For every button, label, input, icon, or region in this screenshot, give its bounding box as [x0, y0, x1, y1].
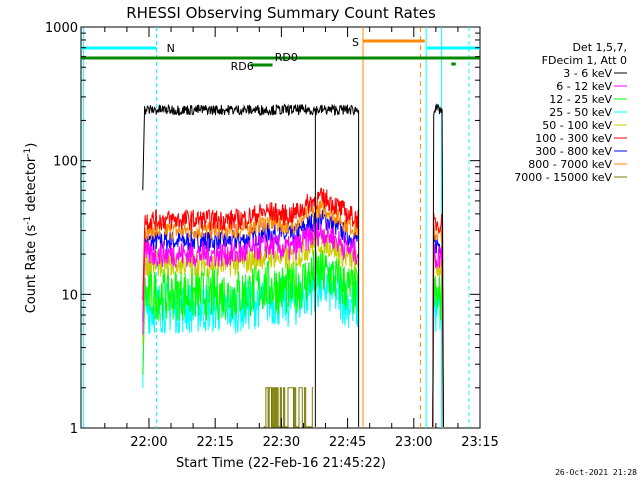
rd6-annotation: RD6 [231, 60, 254, 73]
series-line-3-6kev [142, 103, 359, 191]
series-line-6-12kev-segment-2 [432, 244, 444, 427]
legend-entry-label: 6 - 12 keV [556, 80, 612, 93]
s-annotation: S [352, 36, 359, 49]
y-tick-label: 1 [70, 422, 78, 437]
y-tick-label: 100 [53, 155, 78, 170]
chart-title: RHESSI Observing Summary Count Rates [126, 4, 436, 22]
series-line-7000-15000kev [263, 387, 314, 428]
n-annotation: N [167, 42, 175, 55]
series-line-12-25kev [142, 247, 359, 375]
x-tick-label: 22:45 [329, 435, 366, 450]
legend-entry-label: 100 - 300 keV [535, 132, 612, 145]
legend-entry-label: 800 - 7000 keV [528, 158, 612, 171]
y-tick-label: 1000 [45, 21, 78, 36]
x-axis-label: Start Time (22-Feb-16 21:45:22) [176, 456, 386, 471]
rd0-annotation: RD0 [275, 51, 298, 64]
series-line-800-7000kev-segment-2 [432, 225, 444, 427]
legend-header-line-2: FDecim 1, Att 0 [542, 54, 627, 67]
footer-date: 26-Oct-2021 21:28 [555, 468, 637, 477]
legend-entry-label: 3 - 6 keV [563, 67, 612, 80]
series-line-25-50kev [142, 259, 359, 388]
legend-entry-label: 300 - 800 keV [535, 145, 612, 158]
series-line-100-300kev-segment-2 [432, 212, 444, 427]
legend-entry-label: 7000 - 15000 keV [514, 171, 612, 184]
x-tick-label: 23:00 [395, 435, 432, 450]
legend-header-line-1: Det 1,5,7, [572, 41, 627, 54]
x-tick-label: 22:15 [196, 435, 233, 450]
legend-entry-label: 25 - 50 keV [549, 106, 612, 119]
x-tick-label: 23:15 [461, 435, 498, 450]
axes: 1 10 100 1000 22:00 22:15 22:30 22:45 23:00 23:15 [45, 21, 499, 450]
series-line-6-12kev [142, 220, 359, 335]
series-line-3-6kev-segment-2 [432, 103, 444, 427]
x-tick-label: 22:00 [130, 435, 167, 450]
plot-area: N S RD0 RD6 [81, 27, 480, 428]
legend-entry-label: 12 - 25 keV [549, 93, 612, 106]
y-tick-label: 10 [61, 288, 78, 303]
legend-entry-label: 50 - 100 keV [542, 119, 612, 132]
plot-frame [80, 26, 481, 429]
y-axis-label: Count Rate (s-1 detector-1) [23, 143, 39, 314]
x-tick-label: 22:30 [263, 435, 300, 450]
series-line-100-300kev [142, 187, 359, 301]
series-line-12-25kev-segment-2 [432, 272, 444, 427]
